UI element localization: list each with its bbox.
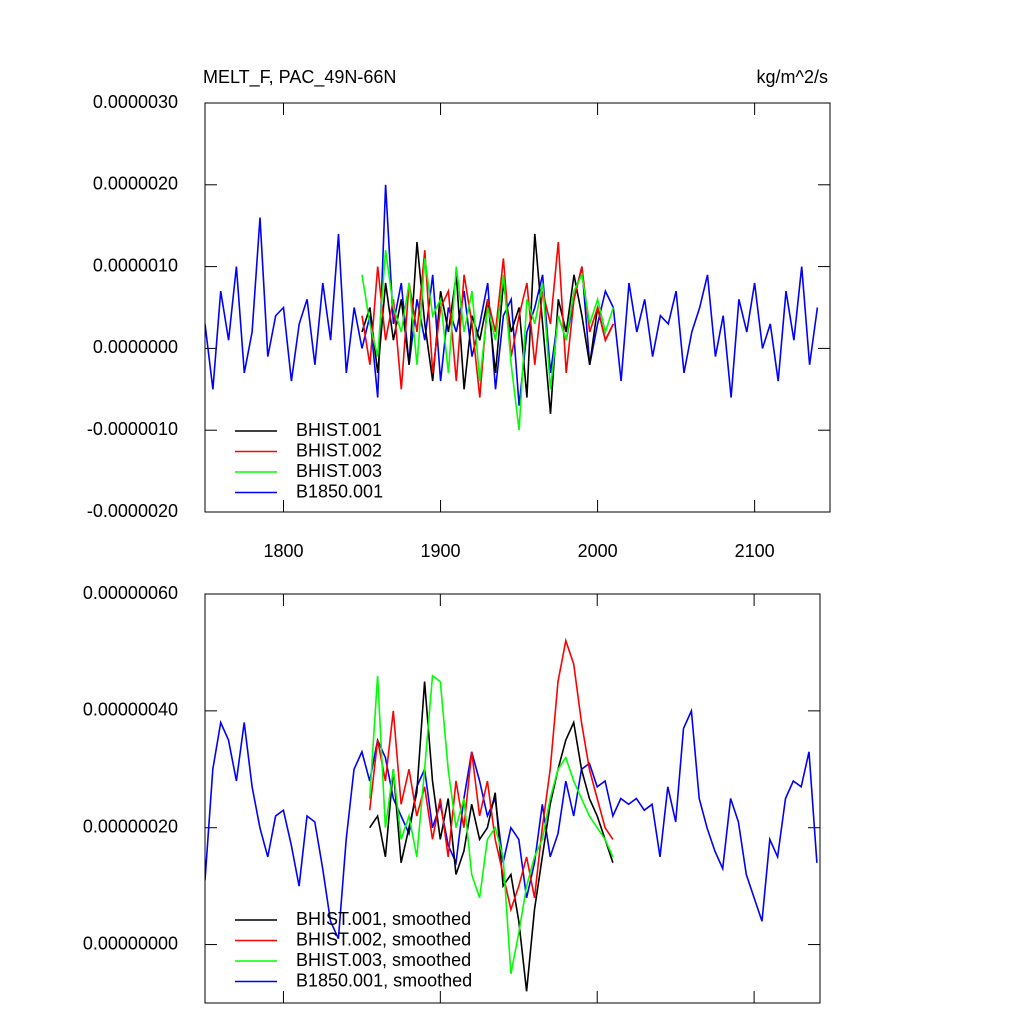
data-line [361,250,615,431]
legend-label: B1850.001, smoothed [296,970,472,990]
legend-label: B1850.001 [296,481,383,501]
legend-label: BHIST.002 [296,440,382,460]
plot-frame [204,593,821,1004]
y-tick-label: 0.0000030 [93,92,178,112]
plot-frame [204,102,831,513]
y-tick-label: 0.00000000 [83,933,178,953]
y-tick-label: 0.00000020 [83,816,178,836]
legend-label: BHIST.003, smoothed [296,950,471,970]
legend-label: BHIST.003 [296,461,382,481]
data-line [368,674,614,974]
data-line [368,637,614,913]
y-tick-label: 0.0000010 [93,255,178,275]
data-line [205,184,819,406]
x-tick-label: 1900 [421,541,461,561]
y-tick-label: 0.00000060 [83,583,178,603]
x-tick-label: 2000 [578,541,618,561]
y-tick-label: 0.00000040 [83,700,178,720]
units-label: kg/m^2/s [757,67,828,87]
chart-title: MELT_F, PAC_49N-66N [203,67,396,88]
legend-label: BHIST.001, smoothed [296,909,471,929]
x-tick-label: 2100 [735,541,775,561]
data-line [205,707,818,940]
data-line [361,233,615,414]
y-tick-label: -0.0000010 [87,419,178,439]
data-line [361,242,615,398]
y-tick-label: -0.0000020 [87,501,178,521]
legend-label: BHIST.001 [296,420,382,440]
x-tick-label: 1800 [263,541,303,561]
legend-label: BHIST.002, smoothed [296,929,471,949]
y-tick-label: 0.0000000 [93,337,178,357]
y-tick-label: 0.0000020 [93,174,178,194]
